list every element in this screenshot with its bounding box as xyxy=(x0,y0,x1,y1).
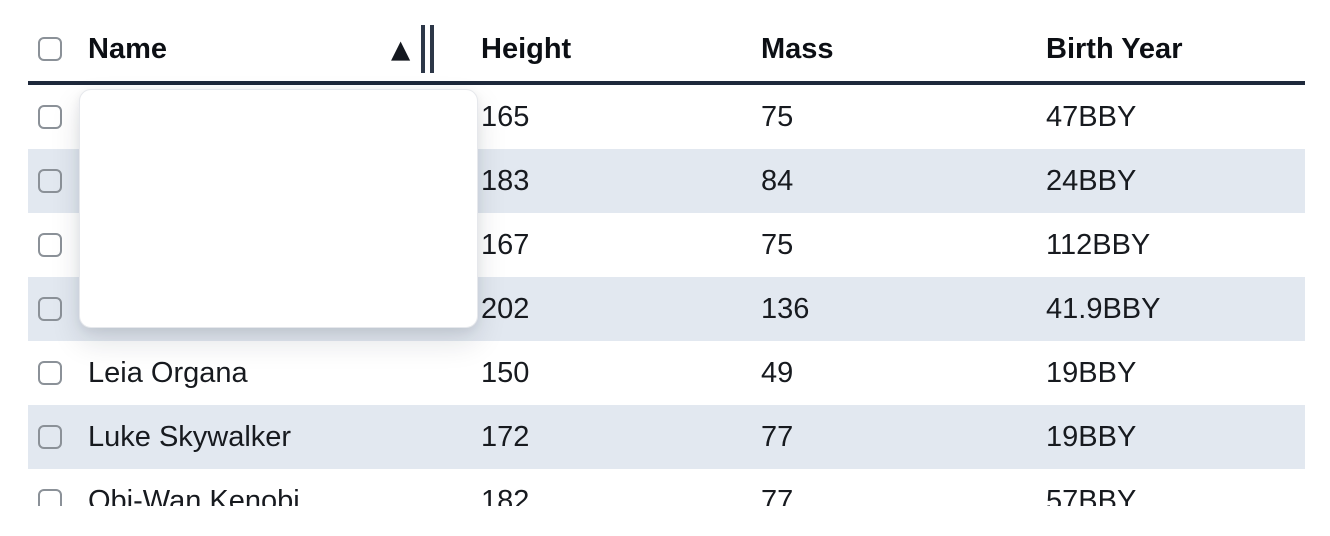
cell-height: 182 xyxy=(481,484,530,507)
table-row: Leia Organa 150 49 19BBY xyxy=(28,341,1305,405)
cell-name: Leia Organa xyxy=(28,357,458,390)
column-header-mass[interactable]: Mass xyxy=(761,32,834,65)
cell-birth-year: 112BBY xyxy=(1046,228,1151,261)
cell-birth-year: 41.9BBY xyxy=(1046,292,1161,325)
cell-mass: 84 xyxy=(761,164,794,197)
row-checkbox[interactable] xyxy=(38,297,62,321)
column-resize-handle[interactable] xyxy=(421,25,434,73)
table-row: Obi-Wan Kenobi 182 77 57BBY xyxy=(28,469,1305,506)
row-checkbox[interactable] xyxy=(38,489,62,506)
cell-mass: 75 xyxy=(761,228,794,261)
row-checkbox[interactable] xyxy=(38,361,62,385)
row-checkbox[interactable] xyxy=(38,233,62,257)
context-menu-item[interactable] xyxy=(80,173,477,245)
cell-birth-year: 24BBY xyxy=(1046,164,1137,197)
cell-mass: 77 xyxy=(761,420,794,453)
table-row: Luke Skywalker 172 77 19BBY xyxy=(28,405,1305,469)
row-checkbox[interactable] xyxy=(38,169,62,193)
cell-height: 165 xyxy=(481,100,530,133)
cell-height: 202 xyxy=(481,292,530,325)
cell-height: 183 xyxy=(481,164,530,197)
column-header-name-label: Name xyxy=(88,32,167,65)
cell-height: 167 xyxy=(481,228,530,261)
cell-name xyxy=(28,105,458,129)
sort-ascending-icon: ▲ xyxy=(391,34,411,64)
name-value: Leia Organa xyxy=(88,356,248,389)
column-header-birth-year[interactable]: Birth Year xyxy=(1046,32,1183,65)
cell-name xyxy=(28,233,458,257)
name-value: Obi-Wan Kenobi xyxy=(88,484,300,507)
name-value: Luke Skywalker xyxy=(88,420,292,453)
cell-name: Luke Skywalker xyxy=(28,421,458,454)
column-context-menu xyxy=(79,89,478,328)
cell-mass: 75 xyxy=(761,100,794,133)
cell-name xyxy=(28,297,458,321)
cell-height: 172 xyxy=(481,420,530,453)
cell-birth-year: 57BBY xyxy=(1046,484,1137,507)
cell-birth-year: 19BBY xyxy=(1046,420,1137,453)
cell-birth-year: 47BBY xyxy=(1046,100,1137,133)
cell-birth-year: 19BBY xyxy=(1046,356,1137,389)
cell-height: 150 xyxy=(481,356,530,389)
context-menu-item[interactable] xyxy=(80,101,477,173)
row-checkbox[interactable] xyxy=(38,105,62,129)
row-checkbox[interactable] xyxy=(38,425,62,449)
context-menu-item[interactable] xyxy=(80,245,477,317)
cell-mass: 136 xyxy=(761,292,810,325)
column-header-height[interactable]: Height xyxy=(481,32,572,65)
cell-mass: 77 xyxy=(761,484,794,507)
select-all-checkbox[interactable] xyxy=(38,37,62,61)
cell-name xyxy=(28,169,458,193)
cell-name: Obi-Wan Kenobi xyxy=(28,484,458,507)
cell-mass: 49 xyxy=(761,356,794,389)
column-header-name[interactable]: Name ▲ xyxy=(28,25,458,73)
table-header-row: Name ▲ Height Mass Birth Year xyxy=(28,17,1305,85)
